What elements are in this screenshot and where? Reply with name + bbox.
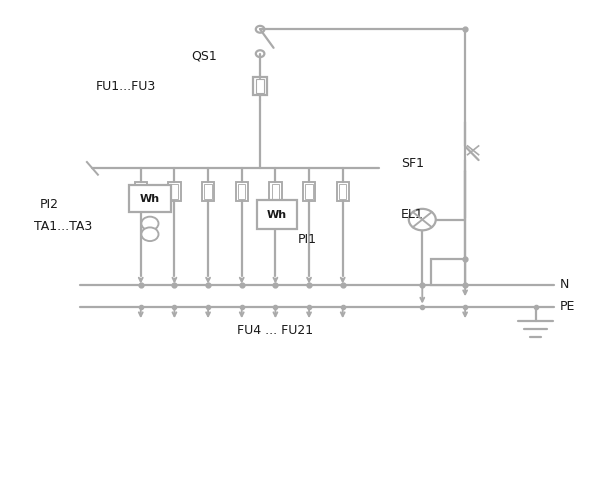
Bar <box>269 182 282 201</box>
Bar <box>238 184 245 199</box>
Text: Wh: Wh <box>140 194 160 204</box>
Bar <box>137 184 144 199</box>
Text: QS1: QS1 <box>192 50 217 62</box>
Bar <box>168 182 181 201</box>
Text: SF1: SF1 <box>401 157 424 170</box>
Bar <box>135 182 147 201</box>
Bar <box>337 182 349 201</box>
Bar <box>204 184 212 199</box>
Bar <box>236 182 248 201</box>
Text: FU4 ... FU21: FU4 ... FU21 <box>237 325 313 337</box>
Bar <box>305 184 313 199</box>
Bar <box>256 79 264 93</box>
Text: Wh: Wh <box>267 210 287 220</box>
Bar <box>431 259 465 285</box>
Bar <box>303 182 315 201</box>
Circle shape <box>409 209 436 230</box>
Text: EL1: EL1 <box>401 208 424 221</box>
Text: PE: PE <box>560 300 575 313</box>
Circle shape <box>141 227 159 241</box>
Text: PI1: PI1 <box>298 233 317 245</box>
Bar <box>171 184 178 199</box>
Text: FU1...FU3: FU1...FU3 <box>96 81 156 93</box>
Bar <box>339 184 346 199</box>
Bar <box>129 185 171 212</box>
Bar <box>202 182 214 201</box>
Text: PI2: PI2 <box>40 199 59 211</box>
Text: N: N <box>560 278 569 291</box>
Bar <box>272 184 279 199</box>
Bar <box>257 200 297 229</box>
Circle shape <box>141 217 159 230</box>
Text: TA1...TA3: TA1...TA3 <box>34 221 92 233</box>
Bar <box>253 77 267 95</box>
